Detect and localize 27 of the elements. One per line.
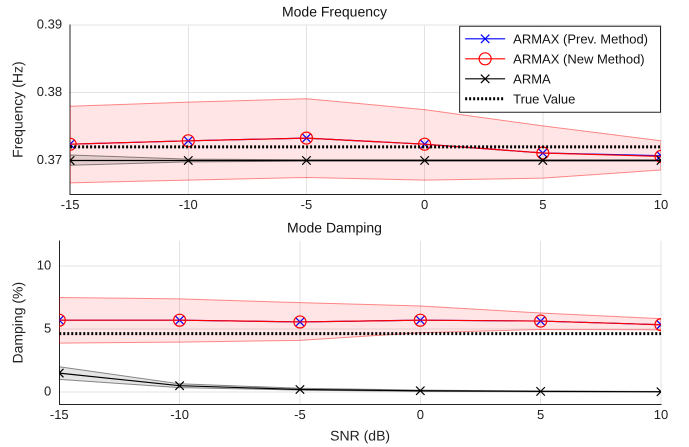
x-tick-label: -15 — [60, 196, 80, 212]
chart-title: Mode Damping — [287, 219, 382, 236]
x-tick-label: 0 — [416, 406, 424, 422]
x-tick-label: -5 — [294, 406, 306, 422]
y-tick-label: 0.39 — [36, 16, 62, 32]
y-tick-label: 0 — [44, 384, 52, 399]
x-tick-label: 10 — [654, 406, 668, 422]
x-tick-label: -10 — [178, 196, 198, 212]
x-tick-label: -10 — [170, 406, 190, 422]
y-axis-title: Frequency (Hz) — [9, 61, 26, 158]
x-tick-label: -5 — [300, 196, 312, 212]
x-tick-label: -15 — [50, 406, 69, 422]
legend-label: ARMAX (New Method) — [513, 51, 645, 66]
legend-label: ARMAX (Prev. Method) — [513, 31, 648, 46]
x-tick-label: 0 — [421, 196, 428, 212]
x-tick-label: 5 — [537, 406, 544, 422]
y-tick-label: 10 — [36, 258, 52, 273]
y-tick-label: 5 — [44, 320, 52, 336]
y-axis-title: Damping (%) — [9, 282, 26, 364]
x-axis-title: SNR (dB) — [330, 427, 390, 444]
legend-label: ARMA — [513, 71, 552, 86]
x-tick-label: 5 — [539, 196, 546, 212]
chart-title: Mode Frequency — [282, 3, 388, 20]
y-tick-label: 0.37 — [36, 152, 62, 168]
x-tick-label: 10 — [654, 196, 668, 212]
y-tick-label: 0.38 — [36, 84, 62, 100]
legend-label: True Value — [513, 91, 576, 106]
